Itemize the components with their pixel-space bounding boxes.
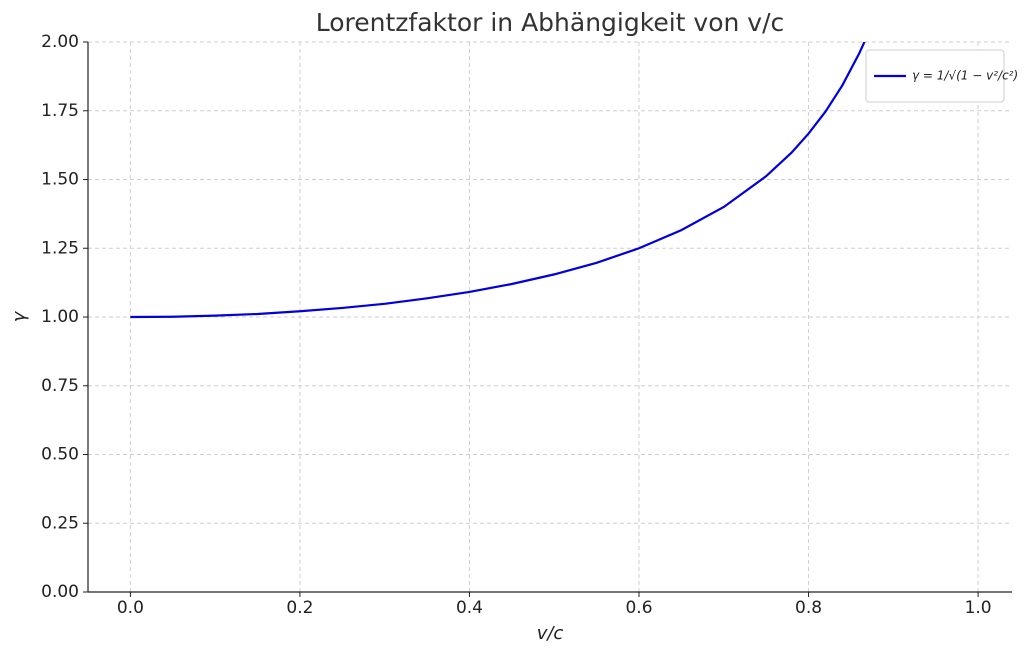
- chart-title: Lorentzfaktor in Abhängigkeit von v/c: [316, 8, 785, 37]
- x-axis-label: v/c: [537, 623, 564, 644]
- y-tick-label: 2.00: [41, 32, 79, 52]
- y-tick-label: 0.75: [41, 376, 79, 396]
- x-tick-label: 0.0: [117, 598, 144, 618]
- legend-label: γ = 1/√(1 − v²/c²): [912, 69, 1018, 83]
- y-tick-label: 1.25: [41, 238, 79, 258]
- legend-box: [865, 49, 1005, 103]
- y-tick-label: 1.00: [41, 307, 79, 327]
- x-tick-label: 0.4: [456, 598, 483, 618]
- x-tick-label: 0.2: [286, 598, 313, 618]
- y-tick-label: 0.25: [41, 513, 79, 533]
- y-tick-label: 0.50: [41, 445, 79, 465]
- x-tick-label: 0.8: [795, 598, 822, 618]
- y-tick-label: 1.75: [41, 101, 79, 121]
- y-tick-label: 1.50: [41, 170, 79, 190]
- data-line: [130, 42, 866, 319]
- x-tick-label: 0.6: [625, 598, 652, 618]
- y-axis-label: γ: [9, 310, 30, 322]
- y-tick-label: 0.00: [41, 582, 79, 602]
- x-tick-label: 1.0: [965, 598, 992, 618]
